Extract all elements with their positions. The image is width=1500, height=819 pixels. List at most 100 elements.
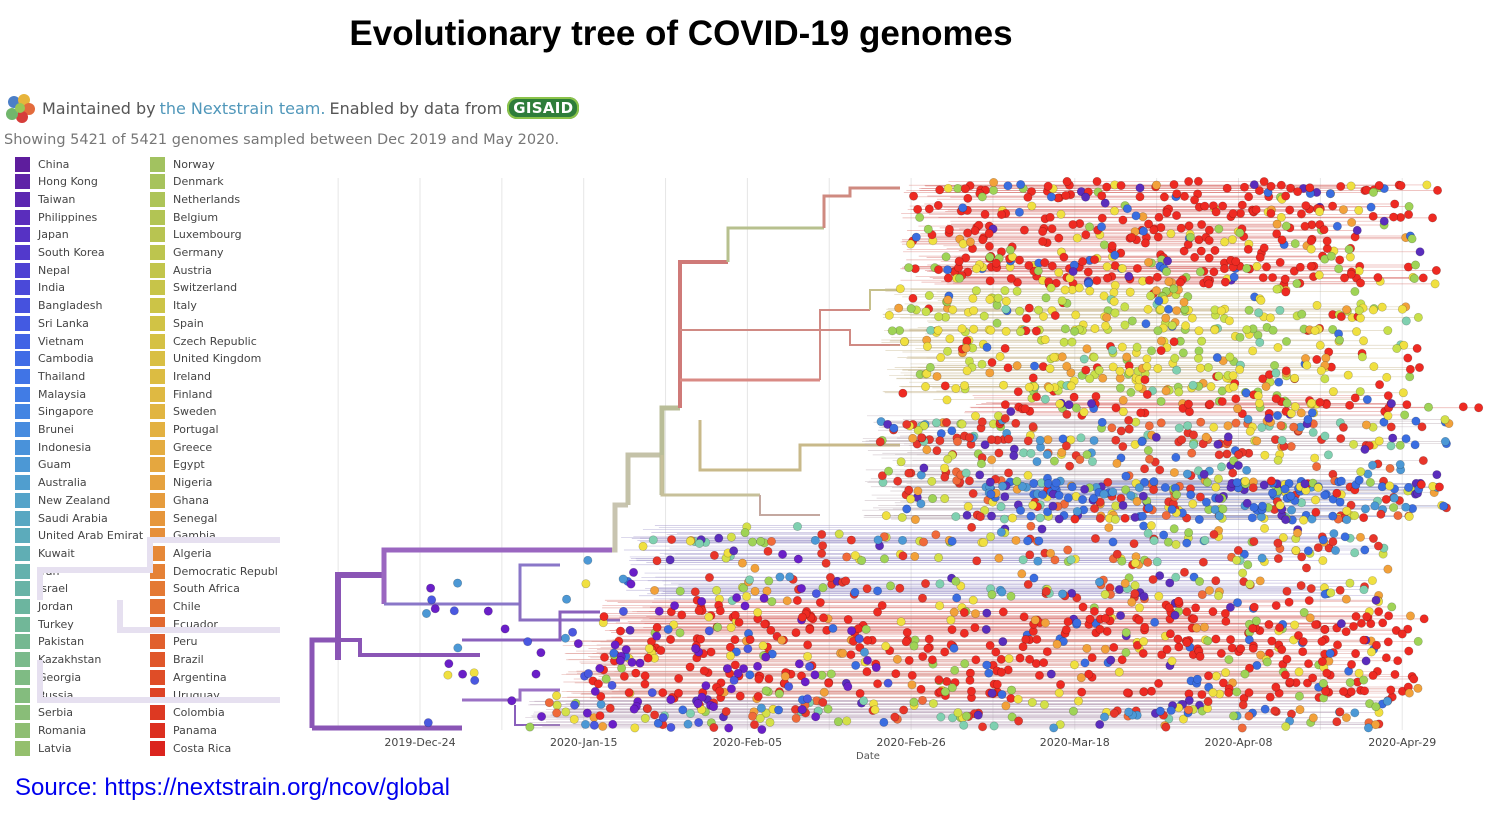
legend-swatch (15, 298, 30, 314)
legend-label: Latvia (38, 741, 72, 755)
tree-tip (774, 705, 784, 715)
tree-tip (1329, 529, 1339, 539)
legend-item[interactable]: Sri Lanka (15, 315, 143, 331)
tree-tip (1384, 611, 1394, 621)
legend-item[interactable]: Jordan (15, 599, 143, 615)
legend-item[interactable]: Spain (150, 315, 278, 331)
legend-item[interactable]: Brazil (150, 652, 278, 668)
legend-item[interactable]: Serbia (15, 705, 143, 721)
legend-item[interactable]: Costa Rica (150, 740, 278, 756)
maintained-by-text: Maintained by (42, 98, 156, 118)
legend-item[interactable]: Luxembourg (150, 227, 278, 243)
legend-item[interactable]: Bangladesh (15, 298, 143, 314)
source-link[interactable]: Source: https://nextstrain.org/ncov/glob… (15, 774, 450, 801)
legend-item[interactable]: Colombia (150, 705, 278, 721)
tree-branch (309, 637, 338, 728)
legend-item[interactable]: Argentina (150, 669, 278, 685)
legend-item[interactable]: Kuwait (15, 545, 143, 561)
legend-item[interactable]: Ireland (150, 368, 278, 384)
legend-item[interactable]: Peru (150, 634, 278, 650)
legend-item[interactable]: Nepal (15, 262, 143, 278)
legend-item[interactable]: United Arab Emirat (15, 528, 143, 544)
legend-item[interactable]: Pakistan (15, 634, 143, 650)
legend-item[interactable]: Switzerland (150, 280, 278, 296)
legend-item[interactable]: Czech Republic (150, 333, 278, 349)
tree-tip (904, 655, 914, 665)
legend-item[interactable]: Austria (150, 262, 278, 278)
legend-item[interactable]: Georgia (15, 669, 143, 685)
legend-item[interactable]: Vietnam (15, 333, 143, 349)
legend-item[interactable]: Greece (150, 439, 278, 455)
gisaid-logo[interactable]: GISAID (507, 97, 580, 119)
legend-item[interactable]: South Africa (150, 581, 278, 597)
legend-item[interactable]: Indonesia (15, 439, 143, 455)
legend-item[interactable]: Norway (150, 156, 278, 172)
tree-tip (870, 705, 880, 715)
tree-tip (1313, 483, 1323, 493)
legend-item[interactable]: Finland (150, 386, 278, 402)
tree-tip (1161, 386, 1171, 396)
tree-tip (1299, 515, 1309, 525)
legend-item[interactable]: Thailand (15, 368, 143, 384)
legend-item[interactable]: United Kingdom (150, 351, 278, 367)
legend-item[interactable]: Ghana (150, 492, 278, 508)
tree-tip (1276, 212, 1286, 222)
tree-tip (1222, 183, 1232, 193)
tree-tip (1038, 227, 1048, 237)
tree-tip (975, 470, 985, 480)
tree-tip (1022, 314, 1032, 324)
legend-item[interactable]: Romania (15, 722, 143, 738)
legend-item[interactable]: Senegal (150, 510, 278, 526)
legend-item[interactable]: Cambodia (15, 351, 143, 367)
legend-item[interactable]: Australia (15, 475, 143, 491)
legend-item[interactable]: Singapore (15, 404, 143, 420)
legend-item[interactable]: Brunei (15, 422, 143, 438)
tree-tip (873, 607, 883, 617)
tree-tip (985, 294, 995, 304)
tree-tip (1062, 177, 1072, 187)
legend-item[interactable]: Belgium (150, 209, 278, 225)
tree-tip (1254, 186, 1264, 196)
legend-item[interactable]: Sweden (150, 404, 278, 420)
tree-tip (1405, 611, 1415, 621)
legend-item[interactable]: South Korea (15, 245, 143, 261)
legend-item[interactable]: Democratic Republi (150, 563, 278, 579)
tree-branch (822, 186, 900, 228)
legend-item[interactable]: Kazakhstan (15, 652, 143, 668)
tree-tip (1124, 415, 1134, 425)
legend-item[interactable]: Algeria (150, 545, 278, 561)
tree-tip (1248, 643, 1258, 653)
legend-item[interactable]: Israel (15, 581, 143, 597)
legend-item[interactable]: Portugal (150, 422, 278, 438)
legend-item[interactable]: Philippines (15, 209, 143, 225)
legend-item[interactable]: India (15, 280, 143, 296)
legend-item[interactable]: Latvia (15, 740, 143, 756)
legend-item[interactable]: Netherlands (150, 191, 278, 207)
tree-tip (1226, 635, 1236, 645)
legend-item[interactable]: Chile (150, 599, 278, 615)
legend-item[interactable]: Taiwan (15, 191, 143, 207)
legend-item[interactable]: Hong Kong (15, 174, 143, 190)
tree-tip (753, 692, 763, 702)
legend-item[interactable]: Egypt (150, 457, 278, 473)
nextstrain-team-link[interactable]: the Nextstrain team. (159, 98, 326, 118)
tree-tip (1060, 285, 1070, 295)
legend-item[interactable]: Guam (15, 457, 143, 473)
tree-tip (1016, 180, 1026, 190)
tree-tip (1193, 353, 1203, 363)
tree-tip (1026, 521, 1036, 531)
legend-item[interactable]: Denmark (150, 174, 278, 190)
legend-item[interactable]: Germany (150, 245, 278, 261)
legend-item[interactable]: Japan (15, 227, 143, 243)
legend-item[interactable]: New Zealand (15, 492, 143, 508)
tree-tip (1341, 594, 1351, 604)
tree-tip (1000, 492, 1010, 502)
legend-item[interactable]: Italy (150, 298, 278, 314)
legend-item[interactable]: Malaysia (15, 386, 143, 402)
legend-item[interactable]: Panama (150, 722, 278, 738)
legend-item[interactable]: Turkey (15, 616, 143, 632)
legend-item[interactable]: Saudi Arabia (15, 510, 143, 526)
legend-item[interactable]: China (15, 156, 143, 172)
legend-item[interactable]: Nigeria (150, 475, 278, 491)
